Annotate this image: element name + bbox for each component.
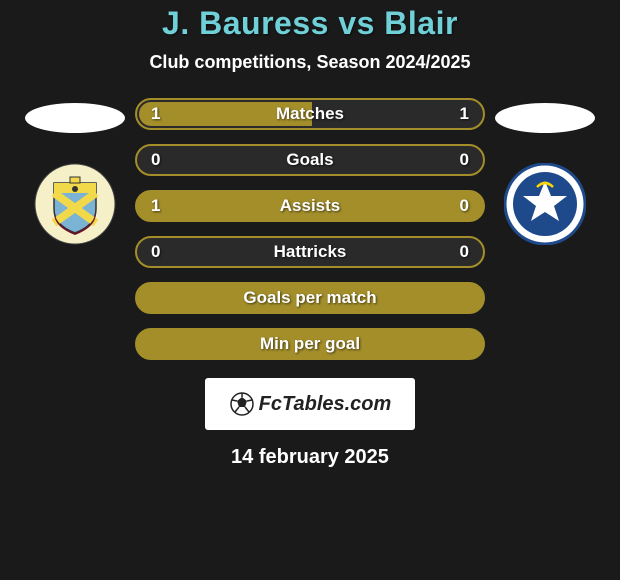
comparison-card: J. Bauress vs Blair Club competitions, S… <box>0 0 620 469</box>
club-badge-icon <box>504 163 586 245</box>
stat-right-value: 0 <box>439 196 469 216</box>
site-logo[interactable]: FcTables.com <box>205 378 415 430</box>
stat-row-assists: 1 Assists 0 <box>135 190 485 222</box>
site-logo-text: FcTables.com <box>259 393 392 416</box>
stat-label: Hattricks <box>274 242 347 262</box>
club-badge-icon <box>34 163 116 245</box>
player-left-ellipse <box>25 103 125 133</box>
right-player-col <box>495 98 595 245</box>
stat-left-value: 1 <box>151 196 181 216</box>
stat-label: Assists <box>280 196 340 216</box>
stat-label: Min per goal <box>260 334 360 354</box>
soccer-ball-icon <box>229 391 255 417</box>
stat-row-min-per-goal: Min per goal <box>135 328 485 360</box>
stat-left-value: 0 <box>151 150 181 170</box>
stat-row-matches: 1 Matches 1 <box>135 98 485 130</box>
portsmouth-badge <box>504 163 586 245</box>
page-subtitle: Club competitions, Season 2024/2025 <box>0 52 620 73</box>
burnley-badge <box>34 163 116 245</box>
left-player-col <box>25 98 125 245</box>
main-row: 1 Matches 1 0 Goals 0 1 Assists 0 0 Hatt… <box>0 98 620 360</box>
stat-label: Goals per match <box>243 288 376 308</box>
stat-row-goals-per-match: Goals per match <box>135 282 485 314</box>
footer-date: 14 february 2025 <box>0 446 620 469</box>
stat-label: Goals <box>286 150 333 170</box>
stat-row-hattricks: 0 Hattricks 0 <box>135 236 485 268</box>
stat-right-value: 0 <box>439 150 469 170</box>
stat-row-goals: 0 Goals 0 <box>135 144 485 176</box>
stat-right-value: 0 <box>439 242 469 262</box>
stat-left-value: 1 <box>151 104 181 124</box>
page-title: J. Bauress vs Blair <box>0 5 620 42</box>
stat-label: Matches <box>276 104 344 124</box>
stats-column: 1 Matches 1 0 Goals 0 1 Assists 0 0 Hatt… <box>135 98 485 360</box>
player-right-ellipse <box>495 103 595 133</box>
stat-right-value: 1 <box>439 104 469 124</box>
stat-left-value: 0 <box>151 242 181 262</box>
